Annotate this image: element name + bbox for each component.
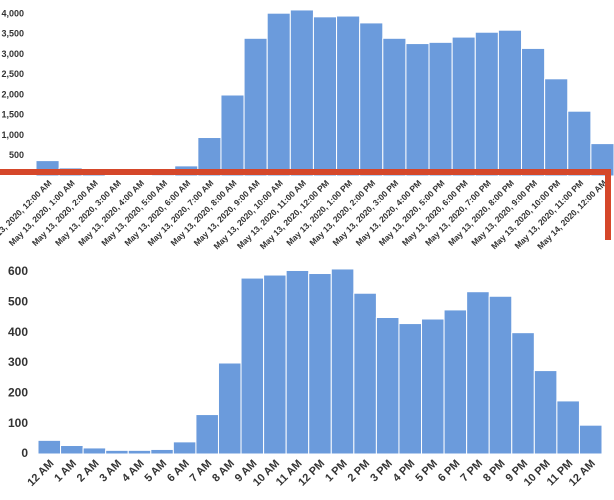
y-tick-label: 4,000 [1,8,24,18]
bar [497,29,523,177]
bar [451,36,476,177]
bar [375,317,400,455]
y-tick-label: 200 [8,386,28,400]
bar [289,9,314,177]
bar [382,37,407,177]
x-tick-label: 3 AM [97,458,124,485]
bar [544,78,569,177]
y-tick-label: 300 [8,355,28,369]
x-tick-label: 12 AM [25,458,56,489]
bar [127,449,152,455]
bar [488,295,513,455]
y-tick-label: 0 [21,446,28,460]
x-tick-label: 12 PM [296,458,327,489]
bar [195,414,219,455]
x-tick-label: 7 AM [188,458,215,485]
x-tick-label: 5 PM [413,458,440,485]
x-tick-label: 1 AM [52,458,79,485]
bar [336,15,361,177]
bar [266,12,291,177]
bar [285,269,310,455]
y-tick-label: 400 [8,325,28,339]
y-tick-label: 600 [8,264,28,278]
bar [466,291,490,455]
x-tick-label: 8 AM [210,458,237,485]
bar [150,448,174,455]
bar [263,274,287,455]
bar [590,143,614,177]
bar [60,445,84,455]
y-tick-label: 1,000 [1,130,24,140]
bar [243,37,268,177]
x-tick-label: 4 AM [120,458,147,485]
bar [556,400,580,455]
bar [104,174,129,177]
x-tick-label: 2 AM [75,458,102,485]
y-tick-label: 2,500 [1,69,24,79]
x-tick-label: 2 PM [346,458,373,485]
bar [567,110,592,177]
x-tick-label: 1 PM [323,458,350,485]
highlight-border [0,169,611,240]
x-tick-label: 3 PM [368,458,395,485]
x-tick-label: 4 PM [391,458,418,485]
bar [312,16,338,177]
bar [533,370,558,455]
bar [308,273,332,455]
bar [37,439,62,455]
bar [330,268,355,455]
bar [353,292,377,455]
bar [217,362,242,455]
bar [578,424,603,455]
bar [521,47,546,177]
bar [220,94,245,177]
y-tick-label: 3,500 [1,29,24,39]
bar [511,332,535,455]
bar [105,449,129,455]
x-tick-label: 8 PM [481,458,508,485]
bar [474,31,499,177]
bar [82,447,107,455]
y-tick-label: 3,000 [1,49,24,59]
bar [127,174,153,177]
x-tick-label: 7 PM [458,458,485,485]
bar [172,441,197,455]
x-tick-label: 5 AM [142,458,169,485]
bar [240,277,265,455]
bar [428,41,453,177]
y-tick-label: 1,500 [1,110,24,120]
y-tick-label: 100 [8,416,28,430]
y-tick-label: 500 [8,295,28,309]
bar [405,43,430,177]
y-tick-label: 500 [9,150,24,160]
bar [359,22,384,177]
bar [443,309,468,455]
x-tick-label: 6 AM [165,458,192,485]
bar [398,323,423,455]
x-tick-label: 6 PM [436,458,463,485]
y-tick-label: 2,000 [1,89,24,99]
bar [421,318,445,455]
